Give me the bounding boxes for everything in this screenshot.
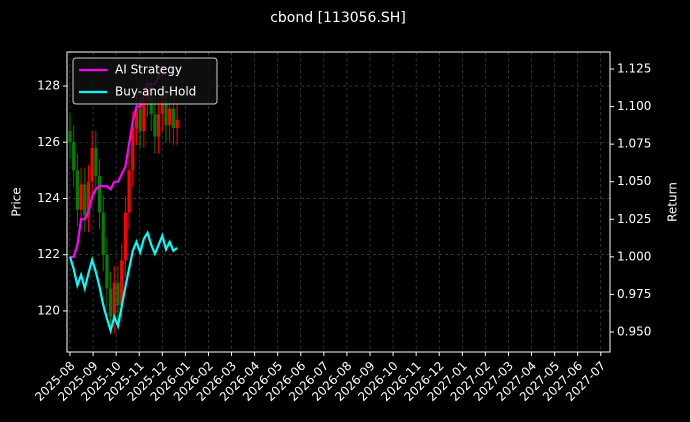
candle-body: [164, 91, 168, 126]
y2-tick-label: 0.975: [617, 287, 651, 301]
candle-body: [168, 108, 172, 126]
y-tick-label: 126: [37, 135, 60, 149]
candle-body: [127, 170, 131, 213]
y-axis-label: Price: [10, 187, 24, 216]
legend-box: [72, 57, 218, 105]
candle-body: [94, 147, 98, 176]
y2-tick-label: 1.025: [617, 212, 651, 226]
candle-body: [68, 131, 72, 143]
chart-title: cbond [113056.SH]: [270, 10, 406, 26]
candle-body: [75, 170, 79, 210]
candle-body: [171, 108, 175, 129]
candle-body: [109, 288, 113, 317]
y2-tick-label: 1.125: [617, 61, 651, 75]
series-line: [68, 230, 178, 335]
legend-label: AI Strategy: [115, 63, 182, 77]
candle-body: [142, 100, 146, 132]
candle-body: [79, 184, 83, 210]
candle-body: [131, 128, 135, 171]
y-tick-label: 120: [37, 303, 60, 317]
y-tick-label: 122: [37, 247, 60, 261]
candle-body: [86, 181, 91, 216]
y2-tick-label: 0.950: [617, 325, 651, 339]
candle-body: [90, 147, 94, 182]
y-tick-label: 124: [37, 191, 60, 205]
candle-body: [138, 108, 142, 132]
candle-body: [153, 114, 157, 137]
candle-body: [112, 282, 116, 317]
candle-body: [83, 184, 87, 216]
legend-label: Buy-and-Hold: [115, 85, 196, 99]
candle-body: [101, 212, 105, 255]
candle-body: [175, 119, 179, 129]
y2-tick-label: 1.000: [617, 249, 651, 263]
y2-axis-label: Return: [666, 182, 680, 222]
plot-frame: [66, 51, 611, 353]
candle-body: [105, 254, 109, 289]
candle-body: [116, 282, 120, 306]
candle-body: [134, 108, 139, 129]
candle-body: [97, 175, 102, 213]
candle-body: [157, 114, 161, 137]
candle-body: [123, 212, 127, 261]
y-tick-label: 128: [37, 79, 60, 93]
y2-tick-label: 1.075: [617, 137, 651, 151]
y2-tick-label: 1.100: [617, 99, 651, 113]
candle-body: [120, 260, 124, 306]
candle-body: [72, 142, 76, 171]
y2-tick-label: 1.050: [617, 174, 651, 188]
